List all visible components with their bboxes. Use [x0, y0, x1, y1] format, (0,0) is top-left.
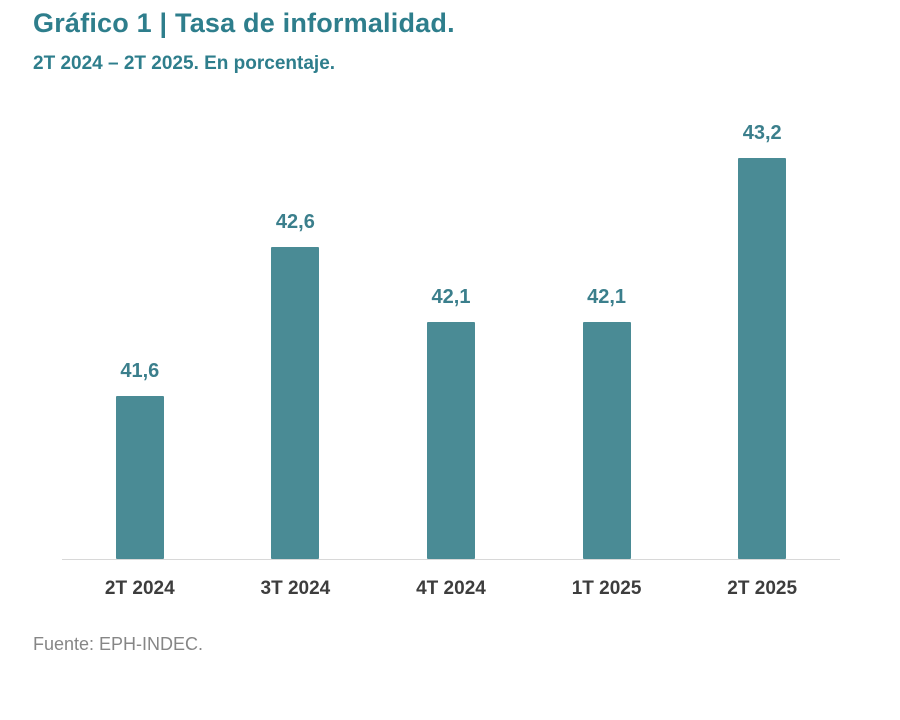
x-axis-labels: 2T 2024 3T 2024 4T 2024 1T 2025 2T 2025 [62, 578, 840, 600]
bar-chart: 41,6 42,6 42,1 42,1 43,2 2T 2024 3T 2024 4T 20… [62, 75, 840, 600]
source-note: Fuente: EPH-INDEC. [33, 634, 204, 654]
bar-group: 43,2 [684, 122, 840, 559]
x-axis-tick-label: 3T 2024 [260, 578, 331, 599]
bar [115, 396, 164, 559]
bar-group: 41,6 [62, 360, 218, 559]
bar-value-label: 42,6 [275, 211, 315, 233]
bar-value-label: 42,1 [431, 286, 471, 308]
x-axis-tick-label: 2T 2024 [104, 578, 175, 599]
plot-area: 41,6 42,6 42,1 42,1 43,2 [62, 75, 840, 560]
bar-group: 42,1 [529, 286, 685, 559]
chart-subtitle: 2T 2024 – 2T 2025. En porcentaje. [33, 53, 336, 74]
bar-group: 42,1 [373, 286, 529, 559]
bar-value-label: 41,6 [120, 360, 160, 382]
bar-value-label: 42,1 [587, 286, 627, 308]
x-axis-tick-label: 2T 2025 [727, 578, 798, 599]
chart-title: Gráfico 1 | Tasa de informalidad. [33, 8, 455, 38]
bar [582, 322, 631, 559]
bar-group: 42,6 [218, 211, 374, 559]
bar-value-label: 43,2 [742, 122, 782, 144]
x-axis-tick-label: 1T 2025 [571, 578, 642, 599]
bar [738, 158, 787, 559]
bar [271, 247, 320, 559]
x-axis-tick-label: 4T 2024 [416, 578, 486, 599]
bar [426, 322, 475, 559]
